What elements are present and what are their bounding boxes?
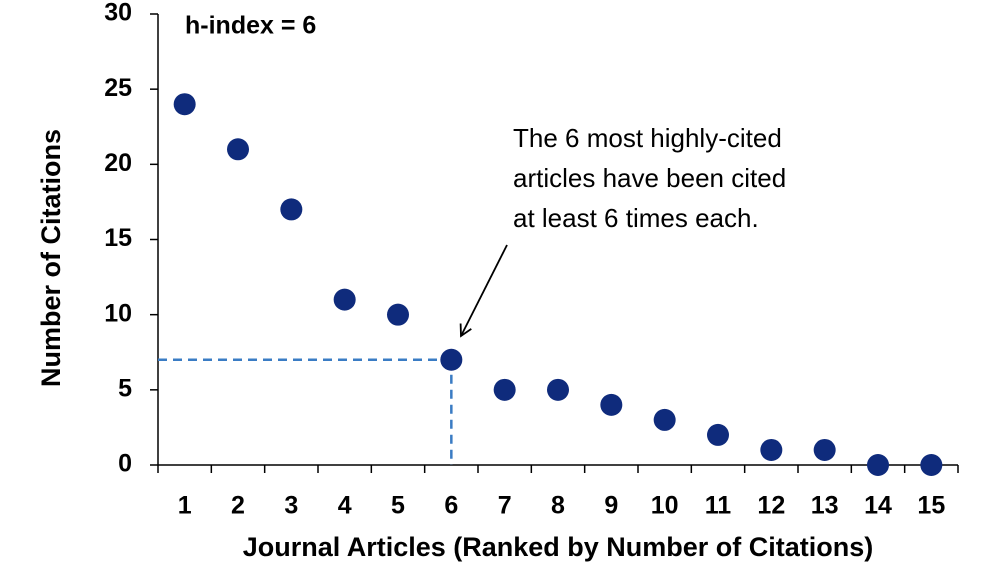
data-point bbox=[920, 454, 943, 476]
data-point bbox=[653, 408, 676, 431]
x-axis-title: Journal Articles (Ranked by Number of Ci… bbox=[243, 532, 874, 562]
x-tick-label: 9 bbox=[604, 492, 618, 520]
data-point bbox=[813, 438, 836, 461]
y-tick-label: 15 bbox=[104, 224, 132, 252]
x-tick-label: 1 bbox=[178, 492, 192, 520]
x-tick-label: 15 bbox=[917, 492, 945, 520]
y-axis-title: Number of Citations bbox=[36, 129, 66, 387]
y-tick-label: 0 bbox=[118, 450, 132, 478]
annotation-arrow bbox=[459, 244, 508, 338]
chart-title: h-index = 6 bbox=[185, 12, 316, 40]
x-tick-label: 13 bbox=[811, 492, 839, 520]
y-tick-label: 20 bbox=[104, 149, 132, 177]
data-point bbox=[867, 454, 889, 476]
x-tick-label: 7 bbox=[498, 492, 512, 520]
data-point bbox=[440, 348, 463, 371]
x-tick-label: 2 bbox=[231, 492, 245, 520]
data-point bbox=[547, 378, 569, 401]
y-tick-label: 25 bbox=[104, 74, 132, 102]
data-point bbox=[707, 423, 729, 446]
x-tick-label: 12 bbox=[757, 492, 785, 520]
data-point bbox=[333, 288, 356, 311]
y-tick-label: 30 bbox=[104, 0, 132, 27]
annotation: articles have been cited bbox=[513, 163, 786, 193]
x-tick-label: 14 bbox=[864, 492, 892, 520]
data-point bbox=[493, 378, 516, 401]
data-point bbox=[280, 198, 303, 221]
x-tick-label: 8 bbox=[551, 492, 565, 520]
y-tick-label: 10 bbox=[104, 299, 132, 327]
annotation: at least 6 times each. bbox=[513, 203, 759, 233]
x-tick-label: 5 bbox=[391, 492, 405, 520]
x-tick-label: 6 bbox=[444, 492, 458, 520]
x-tick-label: 11 bbox=[705, 492, 732, 520]
annotation: The 6 most highly-cited bbox=[513, 123, 782, 153]
x-tick-label: 4 bbox=[338, 492, 352, 520]
data-point bbox=[173, 93, 196, 116]
data-point bbox=[227, 138, 249, 161]
data-point bbox=[760, 438, 783, 461]
x-tick-label: 3 bbox=[284, 492, 298, 520]
y-tick-label: 5 bbox=[118, 374, 132, 402]
data-point bbox=[387, 303, 409, 326]
data-point bbox=[600, 393, 623, 416]
x-tick-label: 10 bbox=[651, 492, 679, 520]
